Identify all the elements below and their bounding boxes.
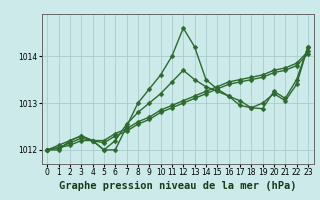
- X-axis label: Graphe pression niveau de la mer (hPa): Graphe pression niveau de la mer (hPa): [59, 181, 296, 191]
